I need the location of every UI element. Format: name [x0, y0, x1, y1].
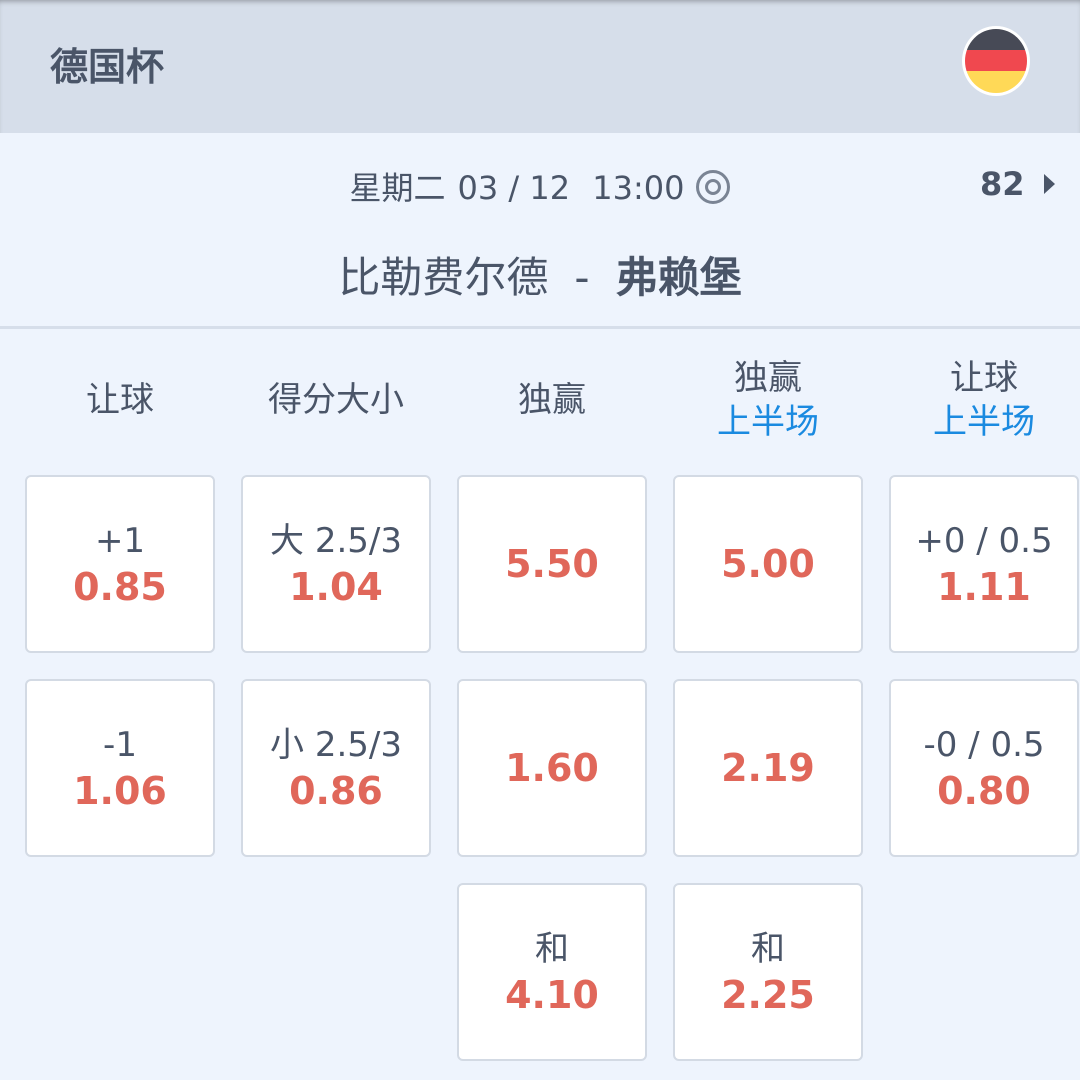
odds-line: +1 [94, 521, 146, 561]
odds-button[interactable]: 和 2.25 [673, 883, 863, 1061]
odds-button[interactable]: 大 2.5/3 1.04 [241, 475, 431, 653]
odds-value: 1.06 [73, 769, 167, 813]
odds-line: 小 2.5/3 [270, 725, 402, 765]
column-header: 让球 [25, 378, 215, 422]
column-header: 让球 上半场 [889, 356, 1079, 444]
odds-value: 0.85 [73, 565, 167, 609]
odds-button[interactable]: -1 1.06 [25, 679, 215, 857]
column-title: 让球 [950, 358, 1018, 398]
odds-value: 1.11 [937, 565, 1031, 609]
odds-line: +0 / 0.5 [915, 521, 1053, 561]
match-datetime: 星期二 03 / 12 13:00 [0, 163, 1080, 209]
odds-line: -1 [103, 725, 137, 765]
odds-line: 和 [751, 929, 785, 969]
odds-line: 和 [535, 929, 569, 969]
odds-button[interactable]: +0 / 0.5 1.11 [889, 475, 1079, 653]
league-header: 德国杯 [0, 0, 1080, 133]
odds-button[interactable]: 5.00 [673, 475, 863, 653]
chevron-right-icon[interactable] [1044, 174, 1055, 194]
column-title: 得分大小 [268, 380, 404, 420]
odds-value: 2.25 [721, 973, 815, 1017]
markets-count[interactable]: 82 [980, 165, 1025, 203]
odds-line: -0 / 0.5 [923, 725, 1045, 765]
target-icon [696, 170, 731, 204]
column-header: 独赢 [457, 378, 647, 422]
odds-button[interactable]: 2.19 [673, 679, 863, 857]
odds-button[interactable]: 1.60 [457, 679, 647, 857]
match-date: 03 / 12 [457, 169, 571, 207]
column-header: 独赢 上半场 [673, 356, 863, 444]
odds-value: 2.19 [721, 746, 815, 790]
divider [0, 326, 1080, 329]
match-time: 13:00 [592, 169, 685, 207]
odds-value: 5.50 [505, 542, 599, 586]
odds-value: 1.04 [289, 565, 383, 609]
germany-flag-icon [962, 26, 1030, 96]
column-subtitle: 上半场 [933, 402, 1035, 442]
away-team: 弗赖堡 [615, 253, 742, 302]
odds-button[interactable]: 小 2.5/3 0.86 [241, 679, 431, 857]
column-title: 独赢 [518, 380, 586, 420]
odds-value: 5.00 [721, 542, 815, 586]
odds-line: 大 2.5/3 [270, 521, 402, 561]
odds-button[interactable]: -0 / 0.5 0.80 [889, 679, 1079, 857]
match-teams: 比勒费尔德 - 弗赖堡 [0, 244, 1080, 305]
odds-value: 0.86 [289, 769, 383, 813]
match-day: 星期二 [349, 169, 446, 207]
league-title: 德国杯 [50, 45, 165, 89]
odds-button[interactable]: 和 4.10 [457, 883, 647, 1061]
odds-button[interactable]: 5.50 [457, 475, 647, 653]
column-header: 得分大小 [241, 378, 431, 422]
odds-value: 4.10 [505, 973, 599, 1017]
column-title: 让球 [86, 380, 154, 420]
team-separator: - [574, 253, 590, 302]
odds-value: 1.60 [505, 746, 599, 790]
column-title: 独赢 [734, 358, 802, 398]
home-team: 比勒费尔德 [338, 253, 549, 302]
column-subtitle: 上半场 [717, 402, 819, 442]
odds-value: 0.80 [937, 769, 1031, 813]
odds-button[interactable]: +1 0.85 [25, 475, 215, 653]
